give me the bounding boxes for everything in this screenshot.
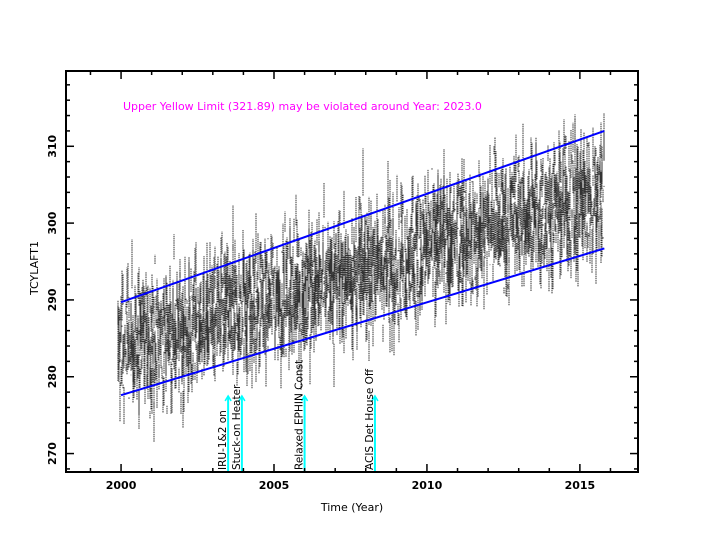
event-label: Relaxed EPHIN Const (294, 360, 306, 470)
x-tick-label: 2010 (412, 479, 443, 492)
lower-trend-line (120, 247, 605, 397)
y-tick-label: 290 (46, 288, 59, 311)
y-tick-label: 310 (46, 134, 59, 157)
event-markers: IRU-1&2 on Stuck-on Heater Relaxed EPHIN C… (217, 360, 379, 472)
limit-annotation: Upper Yellow Limit (321.89) may be viola… (123, 100, 482, 113)
x-axis-title: Time (Year) (320, 501, 383, 514)
data-scatter (117, 113, 605, 442)
trend-lines (120, 129, 605, 397)
y-tick-label: 280 (46, 365, 59, 388)
event-arrow-icon (224, 394, 232, 402)
event-label: ACIS Det House Off (364, 368, 376, 470)
x-tick-labels: 2000 2005 2010 2015 (106, 479, 595, 492)
event-arrow-icon (238, 394, 246, 402)
upper-trend-line (120, 129, 605, 304)
plot-frame (65, 70, 639, 473)
event-arrow-icon (300, 394, 309, 402)
axis-ticks (66, 71, 638, 472)
y-tick-label: 270 (46, 442, 59, 465)
x-tick-label: 2000 (106, 479, 137, 492)
data-points (117, 113, 605, 442)
event-label: IRU-1&2 on (217, 410, 229, 470)
y-tick-labels: 270 280 290 300 310 (46, 134, 59, 465)
y-tick-label: 300 (46, 211, 59, 234)
event-arrow-icon (371, 394, 379, 402)
event-label: Stuck-on Heater (231, 384, 243, 470)
x-tick-label: 2015 (565, 479, 596, 492)
y-axis-title: TCYLAFT1 (28, 241, 41, 296)
x-tick-label: 2005 (259, 479, 290, 492)
